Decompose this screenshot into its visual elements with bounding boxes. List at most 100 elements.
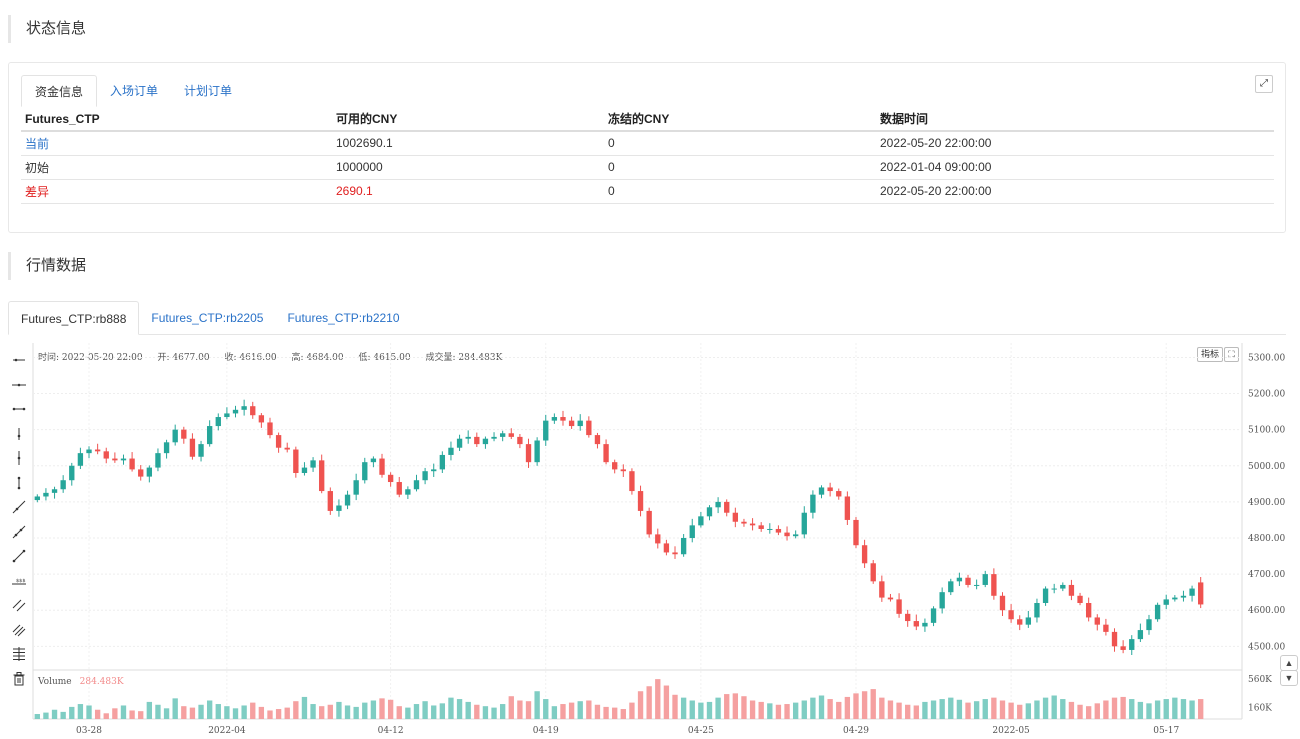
candle <box>758 525 764 529</box>
volume-bar <box>965 702 971 719</box>
volume-bar <box>1163 699 1169 719</box>
candle <box>1060 584 1066 589</box>
candle <box>206 426 213 445</box>
vertical-segment-icon[interactable] <box>8 446 30 471</box>
parallel-channel-icon[interactable] <box>8 593 30 618</box>
expand-icon[interactable]: ⤢ <box>1255 75 1273 93</box>
candle <box>103 451 109 459</box>
candle <box>784 532 790 537</box>
tab-rb2205[interactable]: Futures_CTP:rb2205 <box>151 311 264 325</box>
candle <box>836 491 842 497</box>
y-tick-label: 4500.00 <box>1248 642 1285 652</box>
volume-bar <box>301 696 308 719</box>
candle <box>724 501 730 513</box>
fund-panel: 资金信息 入场订单 计划订单 ⤢ Futures_CTP 可用的CNY 冻结的C… <box>8 62 1286 233</box>
volume-bar <box>456 699 463 719</box>
volume-bar <box>1103 700 1109 719</box>
volume-bar <box>319 706 325 719</box>
volume-bar <box>577 701 583 719</box>
volume-bar <box>844 696 851 719</box>
scroll-down-icon[interactable]: ▼ <box>1280 670 1298 686</box>
vertical-line-icon[interactable] <box>8 471 30 496</box>
volume-bar <box>973 701 980 719</box>
volume-bar <box>1008 702 1014 719</box>
vertical-ray-icon[interactable] <box>8 422 30 447</box>
candle <box>146 467 153 477</box>
info-time: 时间: 2022-05-20 22:00 <box>38 353 143 363</box>
candle <box>560 417 566 421</box>
volume-bar <box>870 689 876 719</box>
tab-fund-info[interactable]: 资金信息 <box>21 75 98 107</box>
candle <box>112 458 118 461</box>
candle <box>34 496 40 501</box>
candle <box>60 480 66 490</box>
tab-rb888[interactable]: Futures_CTP:rb888 <box>8 301 140 335</box>
info-volume: 成交量: 284.483K <box>425 353 503 363</box>
tab-plan-orders[interactable]: 计划订单 <box>184 84 233 98</box>
candle <box>508 433 514 437</box>
horizontal-segment-icon[interactable] <box>8 397 30 422</box>
volume-bar <box>465 701 471 719</box>
candle <box>879 581 885 598</box>
candle <box>232 409 239 414</box>
row-name: 差异 <box>21 179 332 204</box>
candle <box>517 436 523 445</box>
volume-bar <box>138 711 144 719</box>
volume-bar <box>1051 695 1057 719</box>
volume-bar <box>327 704 333 719</box>
fullscreen-icon[interactable]: ⛶ <box>1224 347 1239 362</box>
candle <box>956 577 963 582</box>
horizontal-ray-icon[interactable] <box>8 348 30 373</box>
segment-icon[interactable] <box>8 544 30 569</box>
scroll-up-icon[interactable]: ▲ <box>1280 655 1298 671</box>
volume-bar <box>1137 701 1144 719</box>
trend-line-icon[interactable] <box>8 520 30 545</box>
volume-bar <box>758 701 764 719</box>
header-frozen: 冻结的CNY <box>604 107 876 132</box>
volume-bar <box>189 707 196 719</box>
candle <box>431 469 437 472</box>
candle <box>155 453 161 468</box>
volume-bar <box>86 705 92 719</box>
volume-bar <box>1172 697 1178 719</box>
ray-icon[interactable] <box>8 495 30 520</box>
horizontal-line-icon[interactable] <box>8 373 30 398</box>
candle <box>387 474 394 483</box>
volume-bar <box>1085 706 1092 719</box>
volume-bar <box>775 704 782 719</box>
tab-entry-orders[interactable]: 入场订单 <box>110 84 159 98</box>
volume-bar <box>396 706 402 719</box>
candle <box>474 436 480 445</box>
candle <box>224 413 230 418</box>
volume-bar <box>999 700 1006 719</box>
volume-bar <box>439 703 446 719</box>
candle <box>672 552 678 555</box>
volume-bar <box>422 701 428 719</box>
header-exchange: Futures_CTP <box>21 107 332 132</box>
candle <box>680 538 687 555</box>
volume-bar <box>215 704 221 719</box>
volume-bar <box>749 700 756 719</box>
candle <box>637 491 644 511</box>
volume-bar <box>698 702 704 719</box>
volume-bar <box>1129 699 1135 719</box>
market-section-title: 行情数据 <box>8 252 86 280</box>
indicator-button[interactable]: 指标 <box>1197 347 1224 362</box>
volume-bar <box>646 686 652 719</box>
candle <box>853 519 859 546</box>
price-channel-icon[interactable] <box>8 618 30 643</box>
volume-bar <box>69 706 75 719</box>
tab-rb2210[interactable]: Futures_CTP:rb2210 <box>287 311 400 325</box>
volume-bar <box>853 693 859 719</box>
trash-icon[interactable] <box>8 667 30 692</box>
fibonacci-icon[interactable] <box>8 642 30 667</box>
price-line-icon[interactable]: $$$ <box>8 569 30 594</box>
candle <box>689 525 695 538</box>
candle <box>120 458 127 461</box>
volume-tick-label: 560K <box>1248 675 1272 685</box>
candle <box>189 438 196 457</box>
svg-text:$$$: $$$ <box>16 578 26 584</box>
candle <box>792 534 799 537</box>
candle <box>715 501 721 508</box>
candle <box>1120 646 1126 650</box>
